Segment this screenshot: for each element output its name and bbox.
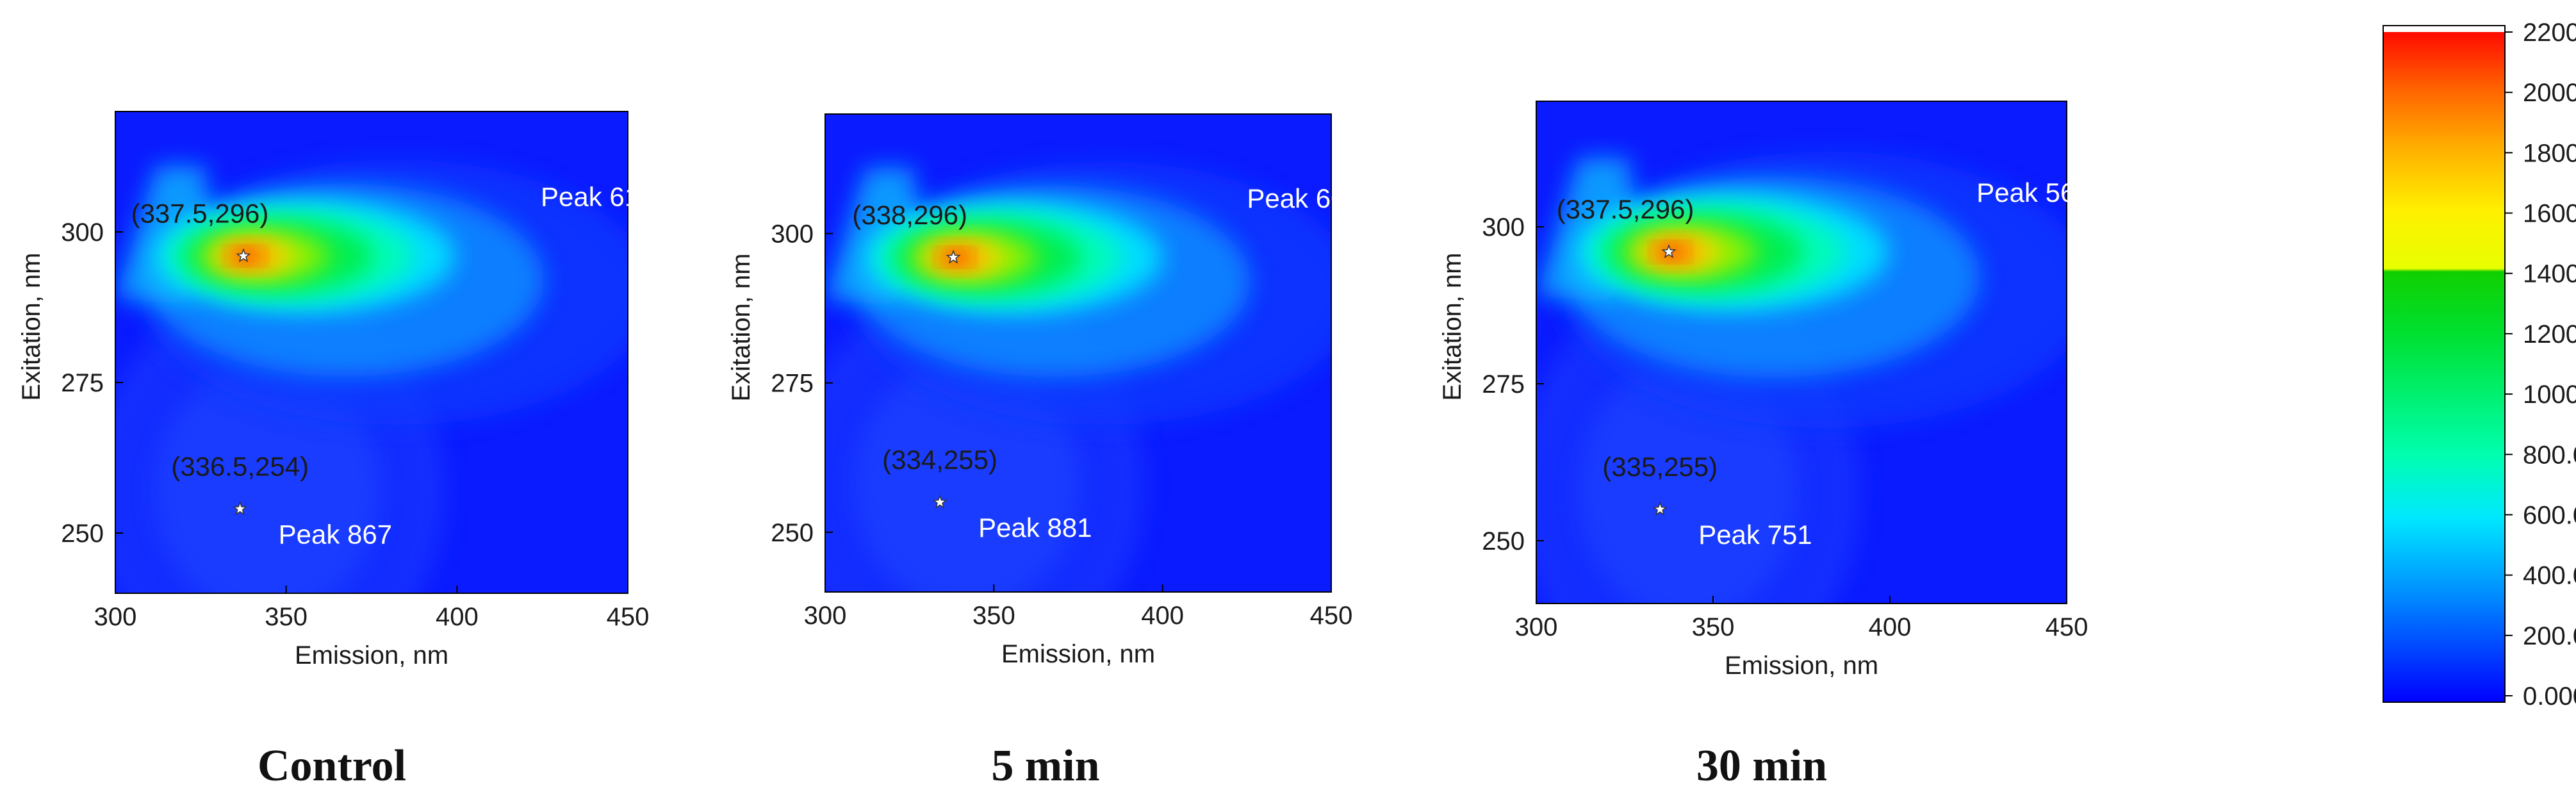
peak-marker-2 (1652, 501, 1668, 516)
colorbar-frame (2383, 25, 2506, 703)
peak-marker-1 (236, 248, 251, 263)
colorbar-tick-label: 200.0 (2523, 622, 2576, 650)
x-tick-label: 400 (1141, 602, 1184, 630)
y-tick-label: 275 (61, 369, 104, 397)
panels: 300 350 400 450 250 275 300 Emission, nm Exitati… (17, 101, 2105, 791)
y-tick-label: 250 (771, 519, 814, 547)
x-tick-label: 450 (2046, 613, 2088, 641)
y-axis-label: Exitation, nm (1438, 252, 1466, 400)
y-tick-label: 300 (1482, 213, 1525, 242)
colorbar-tick-label: 800.0 (2523, 441, 2576, 469)
panel-caption: Control (258, 741, 406, 791)
x-axis-label: Emission, nm (1001, 640, 1155, 668)
colorbar-tick-label: 0.000 (2523, 682, 2576, 711)
low-lobe-contour-2 (154, 365, 381, 593)
peak-marker-2 (932, 494, 948, 509)
colorbar-tick-label: 400.0 (2523, 562, 2576, 590)
heatmap-contours (1536, 151, 2067, 604)
colorbar-tick-label: 2000 (2523, 79, 2576, 107)
y-tick-label: 275 (1482, 370, 1525, 398)
y-tick-label: 250 (61, 520, 104, 548)
colorbar: 2200 2000 1800 1600 1400 1200 1000 800.0 600.0 40… (2383, 19, 2576, 711)
peak-intensity-label-1: Peak 5698 (1976, 177, 2105, 208)
x-tick-label: 350 (972, 602, 1015, 630)
y-axis-label: Exitation, nm (727, 253, 755, 401)
x-tick-label: 300 (94, 603, 137, 631)
plot-frame (115, 111, 628, 594)
panel-caption: 5 min (991, 741, 1099, 791)
heatmap-contours (825, 161, 1331, 592)
x-axis-label: Emission, nm (295, 641, 448, 670)
x-tick-label: 300 (1515, 613, 1558, 641)
colorbar-top-cap (2383, 26, 2505, 32)
x-tick-label: 350 (265, 603, 308, 631)
panel-caption: 30 min (1696, 741, 1827, 791)
peak-coordinate-label-2: (336.5,254) (171, 451, 309, 481)
peak-coordinate-label-1: (338,296) (852, 200, 967, 230)
peak-coordinate-label-1: (337.5,296) (1557, 194, 1694, 224)
heatmap-contours (115, 160, 628, 593)
colorbar-tick-label: 1800 (2523, 139, 2576, 167)
colorbar-tick-label: 1200 (2523, 320, 2576, 349)
colorbar-tick-label: 600.0 (2523, 501, 2576, 529)
eem-panel-1: 300 350 400 450 250 275 300 Emission, nm Exitati… (17, 111, 669, 791)
colorbar-tick-label: 1600 (2523, 200, 2576, 228)
x-tick-label: 350 (1692, 613, 1735, 641)
peak-intensity-label-2: Peak 881 (978, 513, 1092, 543)
x-tick-label: 400 (436, 603, 479, 631)
eem-panel-2: 300 350 400 450 250 275 300 Emission, nm Exitati… (727, 113, 1375, 791)
y-axis-label: Exitation, nm (17, 252, 45, 400)
x-tick-label: 450 (607, 603, 650, 631)
colorbar-tick-label: 1400 (2523, 260, 2576, 288)
peak-intensity-label-1: Peak 6003 (1247, 183, 1375, 213)
y-tick-label: 250 (1482, 527, 1525, 555)
plot-frame (1536, 101, 2067, 604)
x-axis-label: Emission, nm (1725, 652, 1878, 680)
peak-intensity-label-2: Peak 751 (1698, 520, 1812, 550)
peak-marker-1 (946, 249, 961, 264)
peak-coordinate-label-1: (337.5,296) (131, 199, 269, 229)
low-lobe-contour-2 (855, 359, 1079, 592)
eem-panel-3: 300 350 400 450 250 275 300 Emission, nm Exitati… (1438, 101, 2105, 791)
peak-coordinate-label-2: (335,255) (1602, 452, 1718, 482)
colorbar-gradient (2383, 26, 2505, 702)
x-tick-label: 400 (1869, 613, 1912, 641)
y-tick-label: 300 (771, 220, 814, 249)
y-tick-label: 300 (61, 218, 104, 247)
peak-intensity-label-2: Peak 867 (279, 519, 392, 549)
plot-frame (824, 113, 1332, 593)
x-tick-label: 450 (1310, 602, 1353, 630)
peak-coordinate-label-2: (334,255) (882, 445, 997, 475)
colorbar-tick-label: 2200 (2523, 19, 2576, 47)
colorbar-tick-label: 1000 (2523, 381, 2576, 409)
y-tick-label: 275 (771, 370, 814, 398)
peak-marker-2 (233, 501, 248, 516)
x-tick-label: 300 (804, 602, 847, 630)
peak-marker-1 (1661, 244, 1677, 259)
peak-intensity-label-1: Peak 6168 (541, 182, 669, 212)
